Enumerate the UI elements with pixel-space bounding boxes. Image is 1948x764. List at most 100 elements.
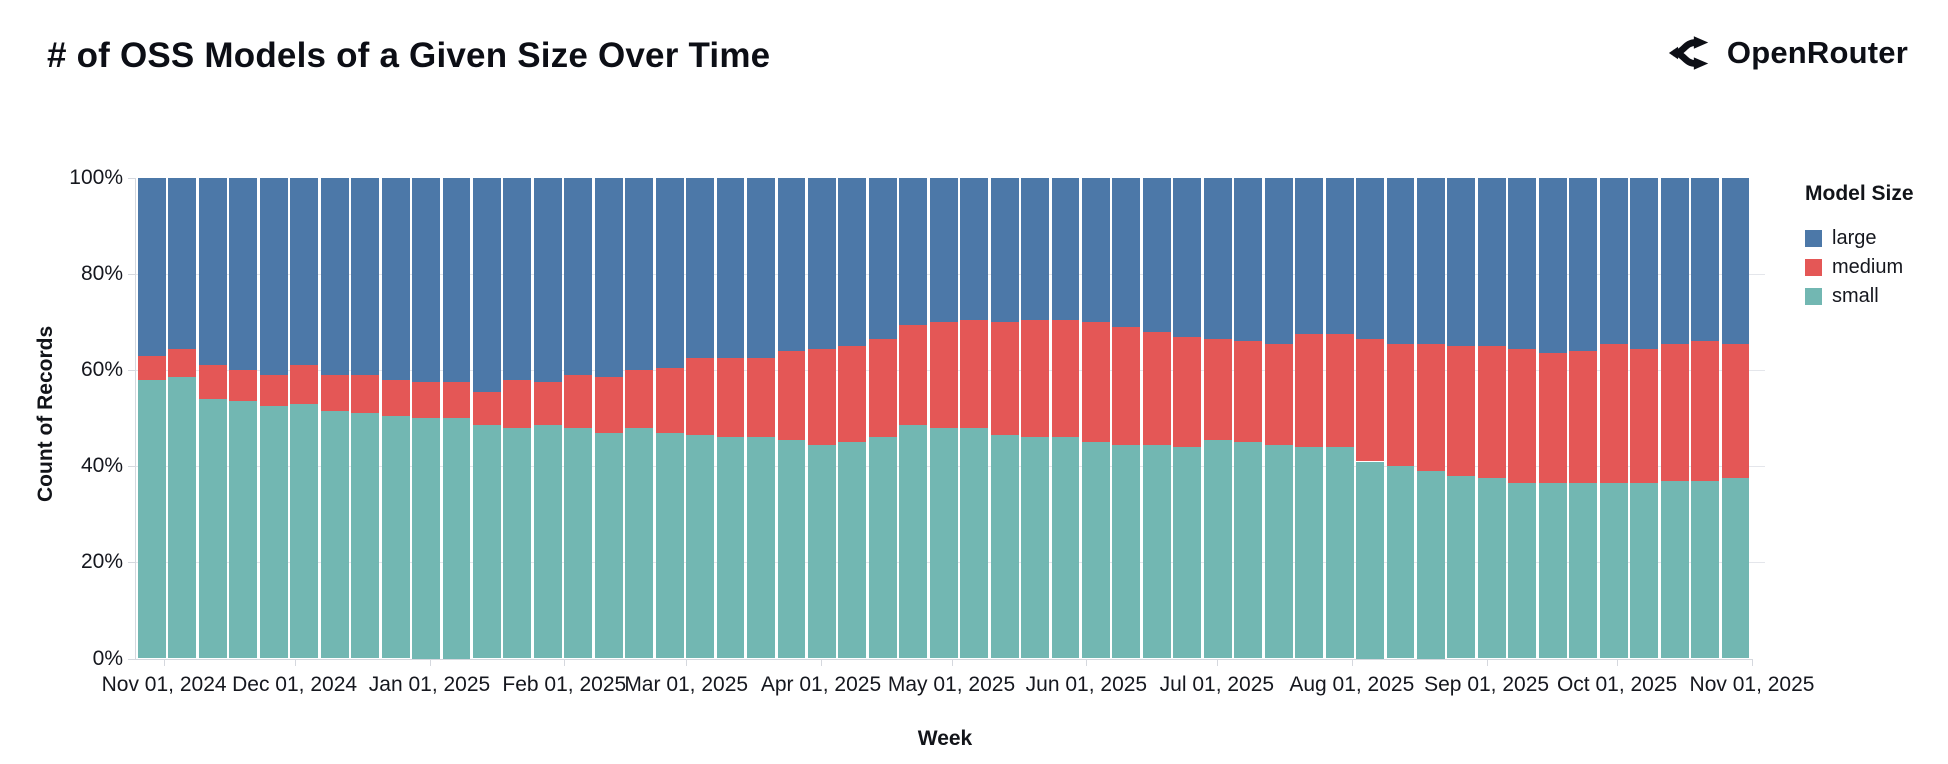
bar-segment-small[interactable] [198, 399, 227, 659]
bar-segment-small[interactable] [1325, 447, 1354, 659]
bar-segment-small[interactable] [1142, 444, 1171, 659]
bar-segment-small[interactable] [960, 427, 989, 659]
bar-segment-medium[interactable] [472, 391, 501, 426]
bar-segment-small[interactable] [1082, 442, 1110, 659]
bar-segment-medium[interactable] [1691, 341, 1719, 481]
bar-segment-large[interactable] [594, 178, 623, 378]
bar-segment-large[interactable] [503, 178, 532, 380]
bar-segment-medium[interactable] [899, 324, 928, 426]
bar-segment-small[interactable] [1051, 437, 1080, 659]
bar-segment-large[interactable] [1234, 178, 1263, 342]
bar-segment-small[interactable] [1721, 478, 1750, 659]
bar-segment-small[interactable] [594, 432, 623, 659]
bar-segment-small[interactable] [1203, 439, 1232, 659]
bar-segment-small[interactable] [990, 435, 1019, 659]
bar-segment-small[interactable] [1477, 478, 1506, 659]
bar-segment-medium[interactable] [533, 382, 562, 426]
bar-segment-small[interactable] [442, 418, 471, 659]
bar-segment-medium[interactable] [1021, 319, 1050, 438]
bar-segment-large[interactable] [1082, 178, 1110, 323]
bar-segment-medium[interactable] [381, 379, 410, 416]
bar-segment-medium[interactable] [198, 365, 227, 400]
bar-segment-medium[interactable] [1477, 346, 1506, 479]
bar-segment-large[interactable] [960, 178, 989, 320]
bar-segment-small[interactable] [807, 444, 836, 659]
bar-segment-medium[interactable] [990, 322, 1019, 436]
bar-segment-small[interactable] [899, 425, 928, 659]
bar-segment-small[interactable] [1417, 471, 1445, 659]
bar-segment-small[interactable] [1173, 447, 1202, 659]
bar-segment-medium[interactable] [1538, 353, 1567, 484]
bar-segment-small[interactable] [686, 435, 715, 659]
bar-segment-large[interactable] [1569, 178, 1598, 351]
bar-segment-small[interactable] [747, 437, 775, 659]
bar-segment-large[interactable] [1325, 178, 1354, 335]
bar-segment-large[interactable] [381, 178, 410, 380]
bar-segment-small[interactable] [533, 425, 562, 659]
bar-segment-large[interactable] [229, 178, 258, 371]
bar-segment-medium[interactable] [747, 358, 775, 438]
bar-segment-medium[interactable] [655, 367, 684, 433]
bar-segment-small[interactable] [1630, 483, 1659, 659]
bar-segment-medium[interactable] [1325, 334, 1354, 448]
bar-segment-large[interactable] [868, 178, 897, 339]
bar-segment-large[interactable] [198, 178, 227, 366]
bar-segment-small[interactable] [1021, 437, 1050, 659]
bar-segment-large[interactable] [777, 178, 806, 351]
bar-segment-small[interactable] [1538, 483, 1567, 659]
bar-segment-large[interactable] [1599, 178, 1628, 344]
bar-segment-large[interactable] [1173, 178, 1202, 337]
bar-segment-medium[interactable] [1295, 334, 1324, 448]
bar-segment-small[interactable] [1691, 480, 1719, 659]
bar-segment-large[interactable] [1630, 178, 1659, 349]
bar-segment-small[interactable] [868, 437, 897, 659]
bar-segment-medium[interactable] [1447, 346, 1476, 476]
bar-segment-medium[interactable] [929, 322, 958, 428]
bar-segment-large[interactable] [442, 178, 471, 383]
bar-segment-large[interactable] [1447, 178, 1476, 347]
bar-segment-small[interactable] [472, 425, 501, 659]
bar-segment-large[interactable] [1051, 178, 1080, 320]
bar-segment-small[interactable] [381, 415, 410, 659]
bar-segment-large[interactable] [1142, 178, 1171, 332]
bar-segment-medium[interactable] [564, 375, 593, 428]
bar-segment-large[interactable] [290, 178, 319, 366]
bar-segment-medium[interactable] [259, 375, 288, 407]
bar-segment-small[interactable] [412, 418, 440, 659]
bar-segment-small[interactable] [1599, 483, 1628, 659]
bar-segment-small[interactable] [138, 379, 166, 659]
bar-segment-medium[interactable] [1173, 336, 1202, 448]
bar-segment-large[interactable] [472, 178, 501, 392]
bar-segment-medium[interactable] [716, 358, 745, 438]
bar-segment-small[interactable] [564, 427, 593, 659]
bar-segment-large[interactable] [1112, 178, 1141, 327]
bar-segment-large[interactable] [929, 178, 958, 323]
bar-segment-medium[interactable] [1203, 338, 1232, 440]
bar-segment-large[interactable] [1417, 178, 1445, 344]
bar-segment-large[interactable] [564, 178, 593, 375]
bar-segment-small[interactable] [503, 427, 532, 659]
bar-segment-large[interactable] [899, 178, 928, 325]
bar-segment-medium[interactable] [1569, 350, 1598, 484]
bar-segment-medium[interactable] [1660, 343, 1689, 481]
bar-segment-small[interactable] [1356, 461, 1384, 659]
bar-segment-large[interactable] [1264, 178, 1293, 344]
bar-segment-large[interactable] [838, 178, 867, 347]
bar-segment-large[interactable] [1021, 178, 1050, 320]
bar-segment-small[interactable] [1112, 444, 1141, 659]
bar-segment-medium[interactable] [594, 377, 623, 433]
bar-segment-small[interactable] [290, 403, 319, 659]
bar-segment-medium[interactable] [686, 358, 715, 436]
bar-segment-large[interactable] [1660, 178, 1689, 344]
bar-segment-medium[interactable] [838, 346, 867, 443]
bar-segment-medium[interactable] [1356, 338, 1384, 462]
bar-segment-large[interactable] [1203, 178, 1232, 339]
bar-segment-large[interactable] [990, 178, 1019, 323]
bar-segment-medium[interactable] [1630, 348, 1659, 484]
bar-segment-large[interactable] [1295, 178, 1324, 335]
bar-segment-small[interactable] [1386, 466, 1415, 659]
bar-segment-medium[interactable] [290, 365, 319, 404]
bar-segment-large[interactable] [1356, 178, 1384, 339]
bar-segment-large[interactable] [1508, 178, 1537, 349]
bar-segment-medium[interactable] [1112, 326, 1141, 445]
